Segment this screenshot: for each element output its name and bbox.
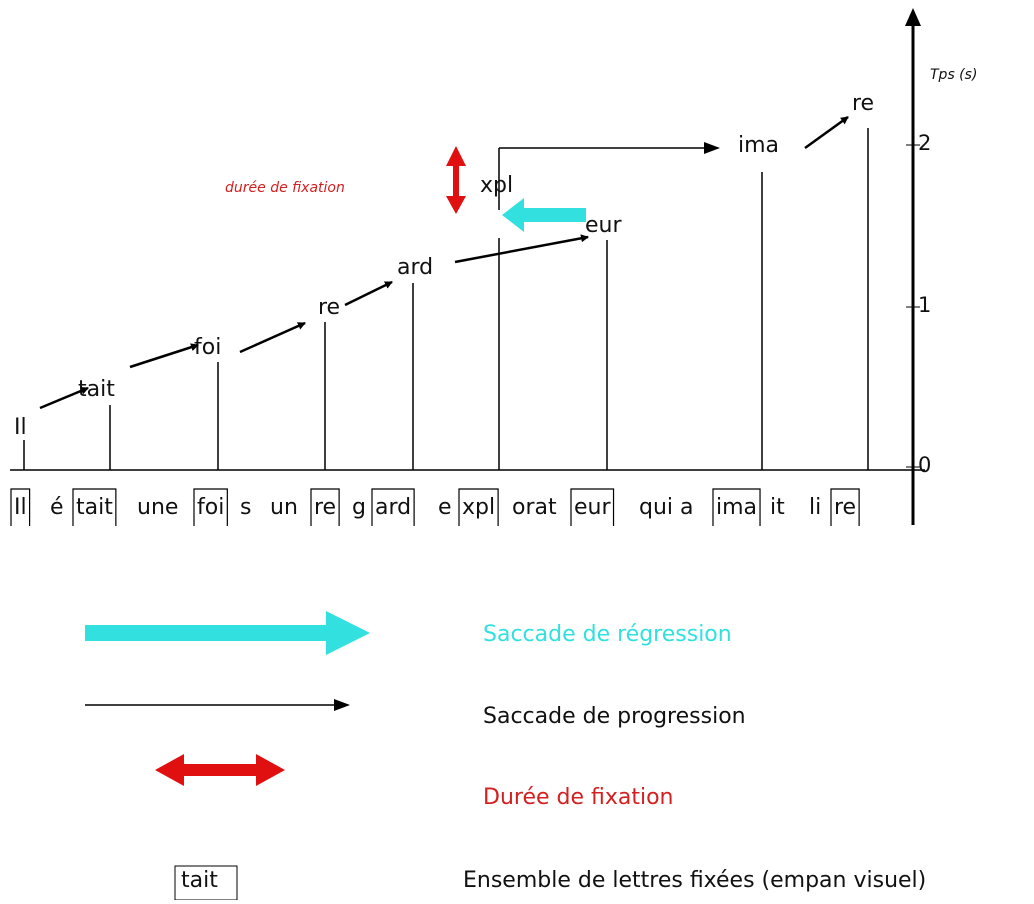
span-box [193, 488, 228, 526]
span-box [570, 488, 615, 526]
sentence-segment: é [50, 495, 64, 520]
regression-arrow [502, 198, 586, 232]
fixation-arrow [446, 146, 466, 214]
fixation-label: Il [14, 415, 27, 440]
span-box [72, 488, 117, 526]
sentence-segment: re [314, 495, 336, 520]
sentence-segment: Il [14, 495, 27, 520]
sentence-segment: foi [197, 495, 224, 520]
fixation-label: ima [738, 133, 779, 158]
sentence-segment: eur [574, 495, 611, 520]
sentence-segment: it [770, 495, 785, 520]
legend-label: Ensemble de lettres fixées (empan visuel… [463, 868, 926, 893]
legend-span-sample: tait [181, 868, 218, 893]
progression-arrow [129, 343, 199, 369]
fixation-label: re [852, 91, 874, 116]
sentence-segment: une [137, 495, 178, 520]
fixation-label: eur [585, 213, 622, 238]
span-box [10, 488, 31, 526]
sentence-segment: tait [76, 495, 113, 520]
fixation-label: re [318, 295, 340, 320]
span-box [712, 488, 761, 526]
legend-regression-arrow [85, 611, 370, 655]
annotation: durée de fixation [225, 180, 345, 196]
axis-arrow [905, 8, 921, 26]
tick-label: 2 [918, 131, 931, 155]
sentence-segment: un [270, 495, 298, 520]
sentence-segment: s [240, 495, 251, 520]
sentence-segment: g [352, 495, 366, 520]
tick-label: 0 [918, 453, 931, 477]
fixation-label: ard [397, 255, 433, 280]
span-box [458, 488, 499, 526]
legend-label: Saccade de régression [483, 622, 732, 647]
sentence-segment: ard [375, 495, 411, 520]
sentence-segment: qui a [639, 495, 694, 520]
sentence-segment: li [809, 495, 821, 520]
progression-arrow [804, 115, 849, 150]
sentence-segment: xpl [462, 495, 495, 520]
legend-label: Durée de fixation [483, 785, 674, 810]
fixation-label: xpl [480, 173, 513, 198]
legend-fixation-arrow [155, 754, 285, 786]
sentence-segment: orat [512, 495, 557, 520]
span-box [371, 488, 415, 526]
progression-arrow [454, 234, 589, 264]
legend-label: Saccade de progression [483, 704, 746, 729]
sentence-segment: e [438, 495, 452, 520]
axis-label: Tps (s) [930, 67, 977, 83]
progression-arrow [344, 280, 393, 307]
fixation-label: foi [194, 335, 221, 360]
progression-arrow [239, 321, 306, 354]
span-box [310, 488, 340, 526]
tick-label: 1 [918, 293, 931, 317]
span-box [830, 488, 860, 526]
sentence-segment: ima [716, 495, 757, 520]
progression-arrow [39, 386, 89, 410]
sentence-segment: re [834, 495, 856, 520]
